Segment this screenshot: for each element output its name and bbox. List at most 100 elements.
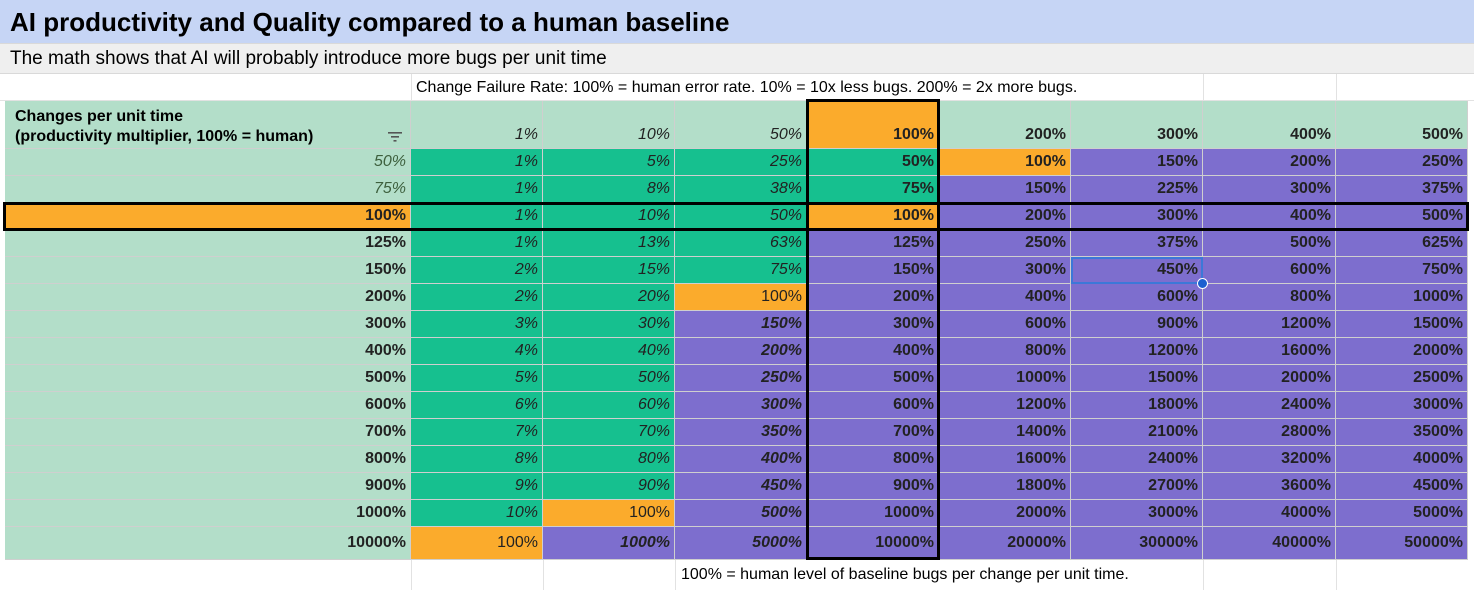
table-cell[interactable]: 500%	[807, 365, 939, 392]
table-cell[interactable]: 2000%	[1203, 365, 1336, 392]
column-header[interactable]: 50%	[675, 101, 807, 149]
table-cell[interactable]: 1500%	[1336, 311, 1468, 338]
table-cell[interactable]: 4%	[411, 338, 543, 365]
table-cell[interactable]: 150%	[1071, 149, 1203, 176]
row-label[interactable]: 300%	[5, 311, 411, 338]
table-cell[interactable]: 4000%	[1203, 500, 1336, 527]
table-cell[interactable]: 450%	[1071, 257, 1203, 284]
table-cell[interactable]: 100%	[675, 284, 807, 311]
table-cell[interactable]: 3500%	[1336, 419, 1468, 446]
table-cell[interactable]: 300%	[939, 257, 1071, 284]
table-cell[interactable]: 25%	[675, 149, 807, 176]
table-cell[interactable]: 7%	[411, 419, 543, 446]
table-cell[interactable]: 8%	[411, 446, 543, 473]
table-cell[interactable]: 400%	[807, 338, 939, 365]
table-cell[interactable]: 70%	[543, 419, 675, 446]
table-cell[interactable]: 1%	[411, 176, 543, 203]
column-header[interactable]: 1%	[411, 101, 543, 149]
table-cell[interactable]: 20000%	[939, 527, 1071, 560]
table-cell[interactable]: 100%	[939, 149, 1071, 176]
title-row[interactable]: AI productivity and Quality compared to …	[0, 0, 1474, 44]
table-cell[interactable]: 300%	[1203, 176, 1336, 203]
table-cell[interactable]: 200%	[807, 284, 939, 311]
table-cell[interactable]: 1%	[411, 230, 543, 257]
table-cell[interactable]: 2100%	[1071, 419, 1203, 446]
column-header[interactable]: 10%	[543, 101, 675, 149]
table-cell[interactable]: 750%	[1336, 257, 1468, 284]
table-cell[interactable]: 30%	[543, 311, 675, 338]
row-label[interactable]: 200%	[5, 284, 411, 311]
column-header[interactable]: 300%	[1071, 101, 1203, 149]
table-cell[interactable]: 40%	[543, 338, 675, 365]
row-label[interactable]: 600%	[5, 392, 411, 419]
table-cell[interactable]: 3200%	[1203, 446, 1336, 473]
table-cell[interactable]: 2000%	[939, 500, 1071, 527]
column-header[interactable]: 200%	[939, 101, 1071, 149]
table-cell[interactable]: 1500%	[1071, 365, 1203, 392]
table-cell[interactable]: 3%	[411, 311, 543, 338]
table-cell[interactable]: 1000%	[939, 365, 1071, 392]
row-label[interactable]: 700%	[5, 419, 411, 446]
table-cell[interactable]: 1200%	[1071, 338, 1203, 365]
table-cell[interactable]: 50%	[675, 203, 807, 230]
table-cell[interactable]: 250%	[675, 365, 807, 392]
table-cell[interactable]: 250%	[1336, 149, 1468, 176]
table-cell[interactable]: 150%	[675, 311, 807, 338]
table-cell[interactable]: 500%	[1203, 230, 1336, 257]
table-cell[interactable]: 150%	[939, 176, 1071, 203]
footer-row[interactable]: 100% = human level of baseline bugs per …	[0, 560, 1474, 590]
table-cell[interactable]: 2700%	[1071, 473, 1203, 500]
table-cell[interactable]: 700%	[807, 419, 939, 446]
table-cell[interactable]: 625%	[1336, 230, 1468, 257]
table-cell[interactable]: 450%	[675, 473, 807, 500]
table-cell[interactable]: 100%	[543, 500, 675, 527]
table-cell[interactable]: 10%	[411, 500, 543, 527]
table-cell[interactable]: 400%	[939, 284, 1071, 311]
table-cell[interactable]: 9%	[411, 473, 543, 500]
table-cell[interactable]: 3600%	[1203, 473, 1336, 500]
table-cell[interactable]: 38%	[675, 176, 807, 203]
table-cell[interactable]: 2500%	[1336, 365, 1468, 392]
table-cell[interactable]: 900%	[1071, 311, 1203, 338]
table-cell[interactable]: 500%	[1336, 203, 1468, 230]
row-label[interactable]: 150%	[5, 257, 411, 284]
table-cell[interactable]: 1600%	[1203, 338, 1336, 365]
table-cell[interactable]: 400%	[675, 446, 807, 473]
table-cell[interactable]: 250%	[939, 230, 1071, 257]
table-cell[interactable]: 1400%	[939, 419, 1071, 446]
table-cell[interactable]: 5000%	[1336, 500, 1468, 527]
table-cell[interactable]: 10%	[543, 203, 675, 230]
table-cell[interactable]: 90%	[543, 473, 675, 500]
table-cell[interactable]: 5000%	[675, 527, 807, 560]
subtitle-row[interactable]: The math shows that AI will probably int…	[0, 44, 1474, 74]
table-cell[interactable]: 600%	[939, 311, 1071, 338]
table-cell[interactable]: 50%	[543, 365, 675, 392]
table-cell[interactable]: 15%	[543, 257, 675, 284]
table-cell[interactable]: 63%	[675, 230, 807, 257]
table-cell[interactable]: 30000%	[1071, 527, 1203, 560]
table-cell[interactable]: 20%	[543, 284, 675, 311]
column-header[interactable]: 500%	[1336, 101, 1468, 149]
fill-handle-icon[interactable]	[1197, 278, 1208, 289]
table-cell[interactable]: 2000%	[1336, 338, 1468, 365]
table-cell[interactable]: 5%	[543, 149, 675, 176]
row-label[interactable]: 1000%	[5, 500, 411, 527]
table-cell[interactable]: 1000%	[807, 500, 939, 527]
table-cell[interactable]: 375%	[1071, 230, 1203, 257]
column-header[interactable]: 400%	[1203, 101, 1336, 149]
row-label[interactable]: 10000%	[5, 527, 411, 560]
table-cell[interactable]: 75%	[807, 176, 939, 203]
table-cell[interactable]: 350%	[675, 419, 807, 446]
table-cell[interactable]: 50000%	[1336, 527, 1468, 560]
table-cell[interactable]: 80%	[543, 446, 675, 473]
table-cell[interactable]: 125%	[807, 230, 939, 257]
row-label[interactable]: 800%	[5, 446, 411, 473]
table-cell[interactable]: 60%	[543, 392, 675, 419]
table-cell[interactable]: 375%	[1336, 176, 1468, 203]
table-cell[interactable]: 600%	[1203, 257, 1336, 284]
table-cell[interactable]: 2%	[411, 284, 543, 311]
table-cell[interactable]: 1%	[411, 203, 543, 230]
table-cell[interactable]: 300%	[1071, 203, 1203, 230]
table-cell[interactable]: 1000%	[543, 527, 675, 560]
